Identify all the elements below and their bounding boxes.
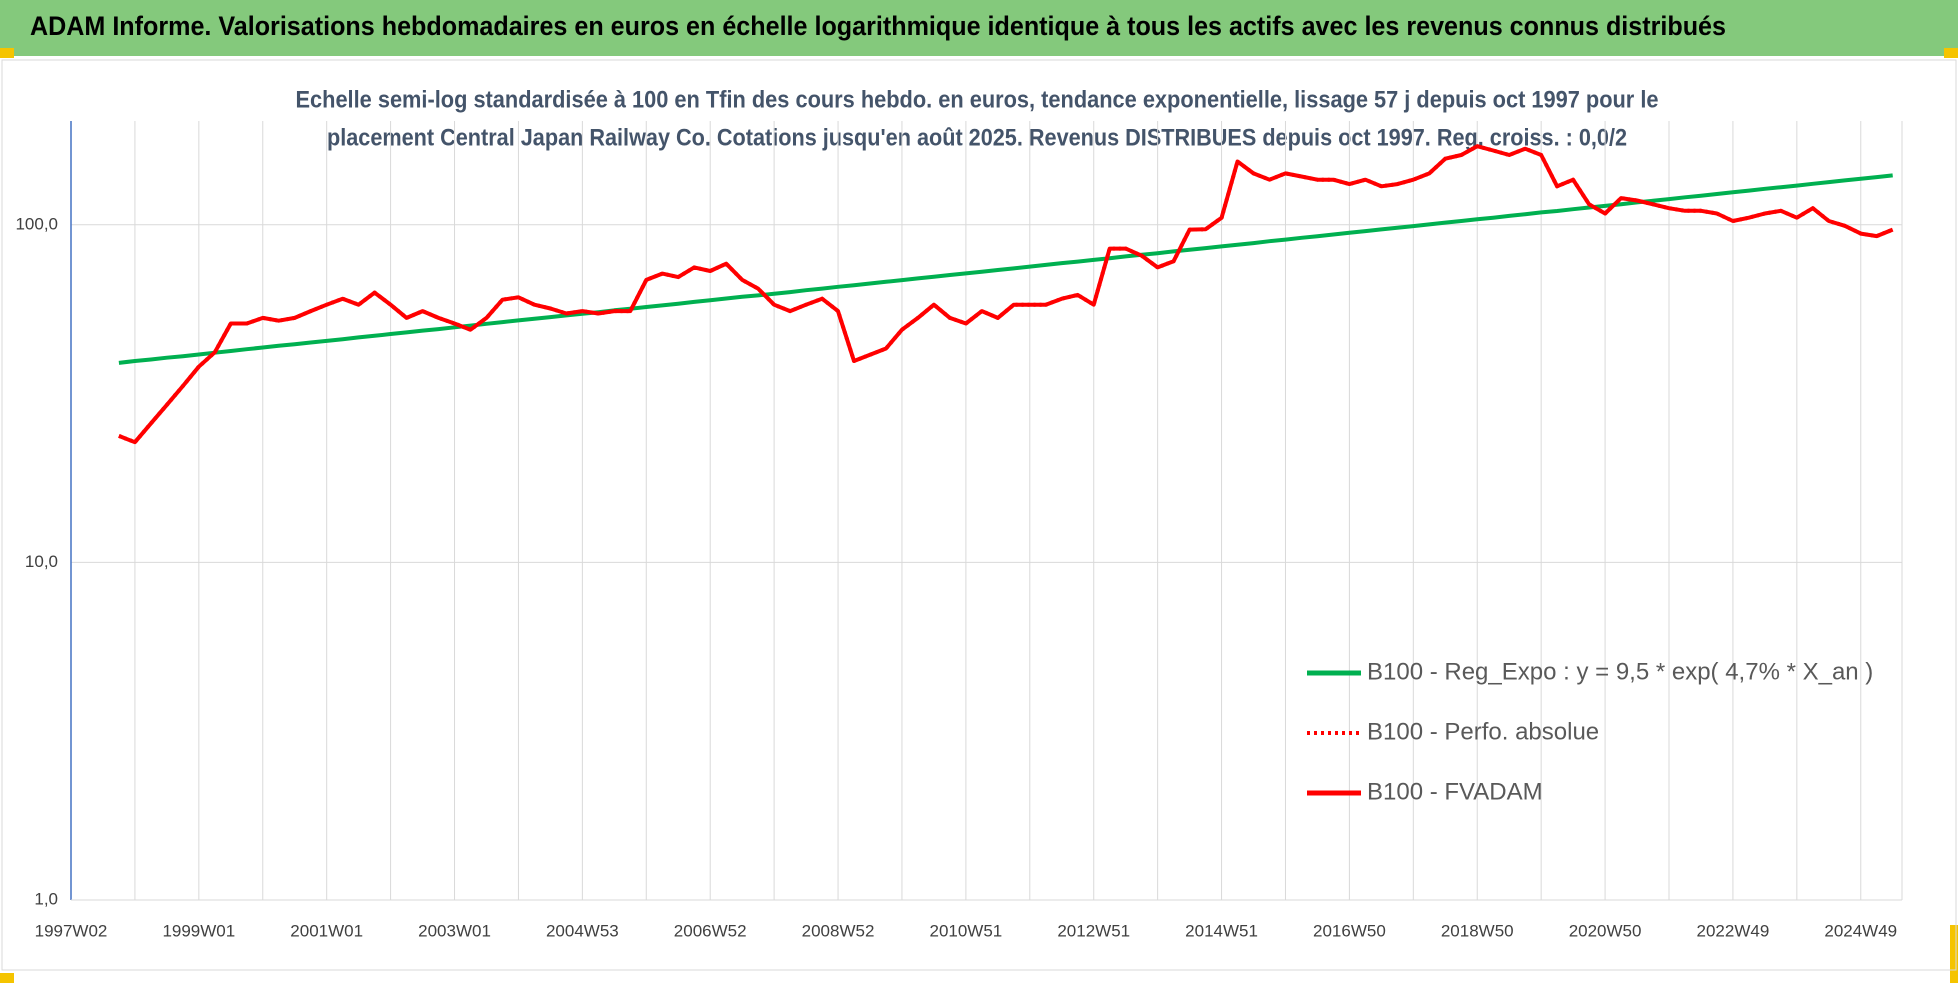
chart-subtitle: Echelle semi-log standardisée à 100 en T… xyxy=(296,86,1659,113)
corner xyxy=(1950,925,1958,983)
corner xyxy=(1944,48,1958,58)
grid: 1,0 10,0 100,0 1997W02 1999W01 2001W01 2003W01… xyxy=(15,121,1903,940)
plot xyxy=(118,144,1894,445)
x-tick-label: 2001W01 xyxy=(290,921,363,940)
x-tick-label: 2012W51 xyxy=(1057,921,1130,940)
y-tick-label: 1,0 xyxy=(34,889,58,908)
legend-label: B100 - Reg_Expo : y = 9,5 * exp( 4,7% * … xyxy=(1367,658,1873,685)
x-tick-label: 2016W50 xyxy=(1313,921,1386,940)
legend: B100 - Reg_Expo : y = 9,5 * exp( 4,7% * … xyxy=(1307,658,1873,805)
y-tick-label: 100,0 xyxy=(15,214,58,233)
x-tick-label: 2010W51 xyxy=(929,921,1002,940)
x-tick-label: 2006W52 xyxy=(674,921,747,940)
x-tick-label: 2014W51 xyxy=(1185,921,1258,940)
x-tick-label: 2020W50 xyxy=(1569,921,1642,940)
x-tick-label: 2004W53 xyxy=(546,921,619,940)
legend-label: B100 - Perfo. absolue xyxy=(1367,718,1599,745)
page-title: ADAM Informe. Valorisations hebdomadaire… xyxy=(30,11,1726,41)
legend-label: B100 - FVADAM xyxy=(1367,778,1543,805)
corner xyxy=(0,973,14,983)
series-line xyxy=(118,144,1894,445)
y-tick-label: 10,0 xyxy=(25,552,58,571)
x-tick-label: 2018W50 xyxy=(1441,921,1514,940)
frame xyxy=(1,59,1957,971)
x-tick-label: 2022W49 xyxy=(1697,921,1770,940)
x-tick-label: 2003W01 xyxy=(418,921,491,940)
x-tick-label: 1997W02 xyxy=(35,921,108,940)
chart-subtitle: placement Central Japan Railway Co. Cota… xyxy=(327,124,1627,151)
x-tick-label: 2024W49 xyxy=(1824,921,1897,940)
header-band xyxy=(0,0,1958,56)
corner xyxy=(0,48,14,58)
x-tick-label: 1999W01 xyxy=(162,921,235,940)
x-tick-label: 2008W52 xyxy=(802,921,875,940)
